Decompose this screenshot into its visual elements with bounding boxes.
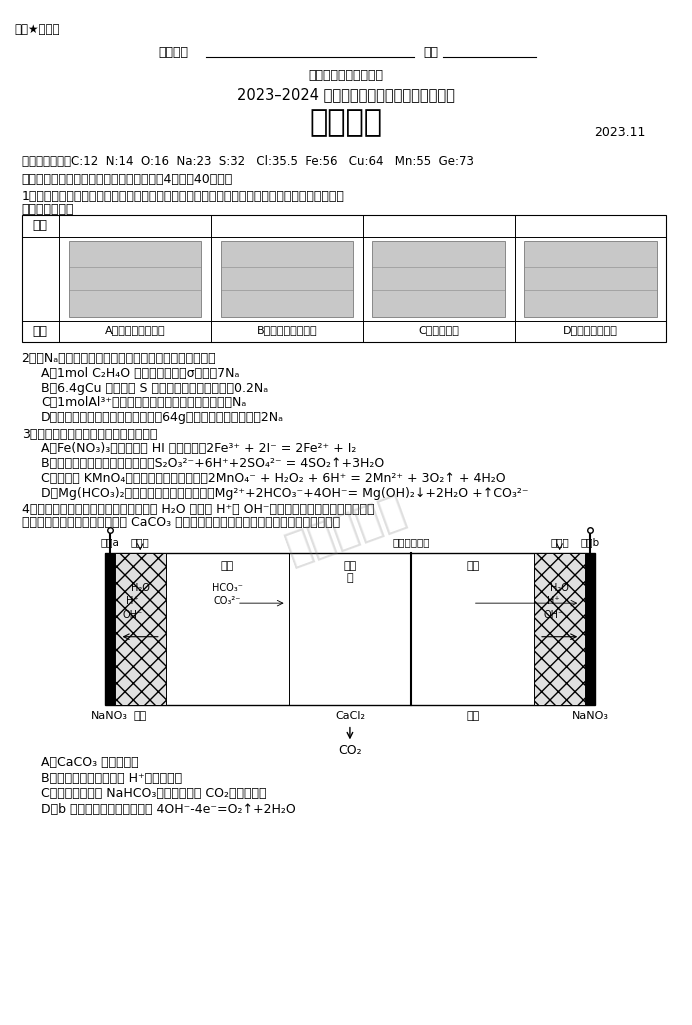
- Text: 相对原子质量：C:12  N:14  O:16  Na:23  S:32   Cl:35.5  Fe:56   Cu:64   Mn:55  Ge:73: 相对原子质量：C:12 N:14 O:16 Na:23 S:32 Cl:35.5…: [21, 156, 473, 168]
- Text: CO₃²⁻: CO₃²⁻: [213, 597, 241, 607]
- Text: NaNO₃: NaNO₃: [572, 711, 608, 721]
- Text: 2023–2024 学年高中毕业班第一学期期中考试: 2023–2024 学年高中毕业班第一学期期中考试: [237, 87, 455, 101]
- Text: 2．设Nₐ为阿伏加德罗常数的值。下列有关叙述正确的是: 2．设Nₐ为阿伏加德罗常数的值。下列有关叙述正确的是: [21, 353, 216, 365]
- Text: 电极a: 电极a: [100, 537, 119, 547]
- Text: H₂O: H₂O: [550, 582, 569, 592]
- Text: HCO₃⁻: HCO₃⁻: [212, 582, 242, 592]
- Text: 4．在直流电场作用下双极膜中间层中的 H₂O 解离为 H⁺和 OH⁻，分别向两极迁移。如图所示装: 4．在直流电场作用下双极膜中间层中的 H₂O 解离为 H⁺和 OH⁻，分别向两极…: [21, 503, 374, 517]
- Text: 姓名: 姓名: [424, 45, 439, 58]
- Text: 化学试题: 化学试题: [309, 109, 383, 137]
- Text: B．两个双极膜中间层的 H⁺均向右移动: B．两个双极膜中间层的 H⁺均向右移动: [42, 772, 183, 785]
- Text: 非金属材料的是: 非金属材料的是: [21, 203, 74, 216]
- Text: B．6.4gCu 与足量的 S 完全反应，转移电子数为0.2Nₐ: B．6.4gCu 与足量的 S 完全反应，转移电子数为0.2Nₐ: [42, 381, 268, 395]
- Text: 文物: 文物: [33, 219, 48, 232]
- Text: H⁺: H⁺: [547, 597, 560, 607]
- Text: A．CaCO₃ 在碱室形成: A．CaCO₃ 在碱室形成: [42, 756, 139, 769]
- Text: CaCl₂: CaCl₂: [335, 711, 365, 721]
- Text: D．b 极为阳极，电极反应式为 4OH⁻-4e⁻=O₂↑+2H₂O: D．b 极为阳极，电极反应式为 4OH⁻-4e⁻=O₂↑+2H₂O: [42, 803, 296, 816]
- Text: 碱室: 碱室: [221, 561, 234, 571]
- Text: A、1mol C₂H₄O 分子中最多含有σ键数为7Nₐ: A、1mol C₂H₄O 分子中最多含有σ键数为7Nₐ: [42, 367, 239, 380]
- Bar: [69, 241, 201, 317]
- Text: 阴离子交换膜: 阴离子交换膜: [392, 537, 430, 547]
- Text: NaNO₃: NaNO₃: [91, 711, 128, 721]
- Bar: [525, 241, 657, 317]
- Bar: [585, 554, 595, 705]
- Text: A．青玉交龙钮玉玺: A．青玉交龙钮玉玺: [104, 325, 165, 335]
- Text: H⁺: H⁺: [126, 597, 138, 607]
- Text: C．向碱室中加入 NaHCO₃固体，有利于 CO₂的矿化封存: C．向碱室中加入 NaHCO₃固体，有利于 CO₂的矿化封存: [42, 787, 266, 801]
- Text: 电极b: 电极b: [581, 537, 599, 547]
- Text: B．清紫檀雕花宝座: B．清紫檀雕花宝座: [257, 325, 317, 335]
- Text: C．1molAl³⁺完全水解生成氢氧化铝胶体粒子数为Nₐ: C．1molAl³⁺完全水解生成氢氧化铝胶体粒子数为Nₐ: [42, 397, 246, 409]
- Text: 双极膜: 双极膜: [131, 537, 149, 547]
- Text: D．西汉素纱禅衣: D．西汉素纱禅衣: [563, 325, 618, 335]
- Bar: [115, 554, 165, 705]
- Bar: [105, 554, 595, 705]
- Bar: [21, 215, 666, 342]
- Bar: [105, 554, 115, 705]
- Text: 2023.11: 2023.11: [594, 126, 646, 139]
- Text: H₂O: H₂O: [131, 582, 149, 592]
- Text: 3．能正确表示下列反应的离子方程式为: 3．能正确表示下列反应的离子方程式为: [21, 427, 157, 441]
- Text: （在此卷上答题无效）: （在此卷上答题无效）: [309, 69, 383, 82]
- Text: C．向酸性 KMnO₄溶液中滴加少量双氧水：2MnO₄⁻ + H₂O₂ + 6H⁺ = 2Mn²⁺ + 3O₂↑ + 4H₂O: C．向酸性 KMnO₄溶液中滴加少量双氧水：2MnO₄⁻ + H₂O₂ + 6H…: [42, 472, 506, 485]
- Text: 保密★启用前: 保密★启用前: [15, 23, 60, 36]
- Text: 室: 室: [347, 573, 353, 583]
- Text: 高中试卷君: 高中试卷君: [280, 489, 412, 571]
- Text: C．五羊方尊: C．五羊方尊: [418, 325, 459, 335]
- Text: D．电解精炼铜时，若阳极质量减少64g，阴极得电子数一定为2Nₐ: D．电解精炼铜时，若阳极质量减少64g，阴极得电子数一定为2Nₐ: [42, 411, 284, 424]
- Text: 选项: 选项: [33, 325, 48, 338]
- Text: 置，可将捕捉的二氧化碳转化为 CaCO₃ 而矿化封存并得到气体副产品。下列说法止确的是: 置，可将捕捉的二氧化碳转化为 CaCO₃ 而矿化封存并得到气体副产品。下列说法止…: [21, 516, 340, 529]
- Text: B．硫代硫酸钠与稀硫酸的反应：S₂O₃²⁻+6H⁺+2SO₄²⁻ = 4SO₂↑+3H₂O: B．硫代硫酸钠与稀硫酸的反应：S₂O₃²⁻+6H⁺+2SO₄²⁻ = 4SO₂↑…: [42, 457, 385, 470]
- Bar: [372, 241, 504, 317]
- Text: A．Fe(NO₃)₃溶液与少量 HI 溶液混合：2Fe³⁺ + 2I⁻ = 2Fe²⁺ + I₂: A．Fe(NO₃)₃溶液与少量 HI 溶液混合：2Fe³⁺ + 2I⁻ = 2F…: [42, 443, 356, 455]
- Text: CO₂: CO₂: [338, 744, 362, 757]
- Text: 盐酸: 盐酸: [466, 711, 480, 721]
- Text: 酸室: 酸室: [466, 561, 480, 571]
- Text: 中间: 中间: [343, 561, 356, 571]
- Text: D．Mg(HCO₃)₂溶液与过量烧碱溶液混合：Mg²⁺+2HCO₃⁻+4OH⁻= Mg(OH)₂↓+2H₂O +↑CO₃²⁻: D．Mg(HCO₃)₂溶液与过量烧碱溶液混合：Mg²⁺+2HCO₃⁻+4OH⁻=…: [42, 487, 529, 499]
- Text: OH⁻: OH⁻: [122, 610, 143, 620]
- Text: 弱碱: 弱碱: [134, 711, 147, 721]
- Text: 准考证号: 准考证号: [159, 45, 189, 58]
- Text: 1．中华民族文明源远流长，众多珍贵文物折射出五千年璀璨文明。下列文物的主要成分属于无机: 1．中华民族文明源远流长，众多珍贵文物折射出五千年璀璨文明。下列文物的主要成分属…: [21, 190, 345, 203]
- Text: 一、选择题（每题只有一个正确答案，每题4分，共40分。）: 一、选择题（每题只有一个正确答案，每题4分，共40分。）: [21, 173, 233, 186]
- Text: 双极膜: 双极膜: [550, 537, 569, 547]
- Text: OH⁻: OH⁻: [544, 610, 564, 620]
- Bar: [221, 241, 353, 317]
- Bar: [534, 554, 585, 705]
